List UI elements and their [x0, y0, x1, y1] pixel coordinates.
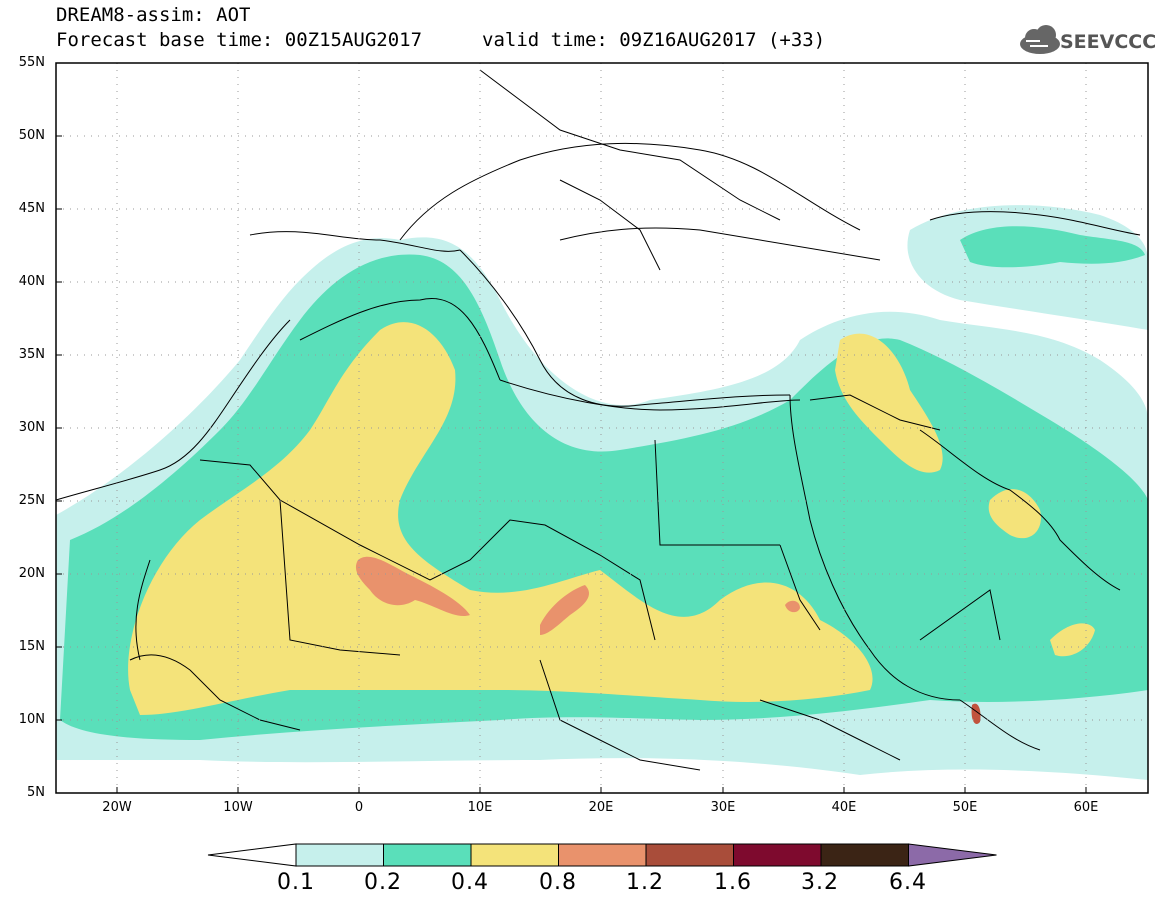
colorbar-label-0.1: 0.1 [277, 870, 315, 895]
aot-band-0.8-sudan [785, 600, 800, 613]
lat-label-5n: 5N [27, 785, 45, 800]
colorbar-swatch [733, 843, 822, 867]
country-borders [129, 69, 1001, 771]
valid-time: valid time: 09Z16AUG2017 (+33) [482, 29, 826, 51]
map-title: DREAM8-assim: AOT [56, 4, 251, 26]
lon-label-40e: 40E [831, 800, 857, 815]
cloud-icon [1020, 25, 1060, 54]
lat-label-20n: 20N [18, 566, 45, 581]
forecast-base-time: Forecast base time: 00Z15AUG2017 [56, 29, 423, 51]
aot-band-0.4-arabia [835, 333, 943, 473]
lat-label-55n: 55N [18, 55, 45, 70]
colorbar-swatch [820, 843, 909, 867]
colorbar-label-3.2: 3.2 [801, 870, 839, 895]
lon-label-20w: 20W [102, 800, 132, 815]
aot-band-0.8-somalia [971, 703, 981, 725]
aot-band-0.8-algeria [355, 556, 470, 617]
colorbar-arrow-high [908, 843, 997, 867]
colorbar-swatch [558, 843, 647, 867]
aot-band-0.4-oman [1050, 623, 1095, 657]
colorbar-label-6.4: 6.4 [889, 870, 927, 895]
lat-label-30n: 30N [18, 420, 45, 435]
lat-label-35n: 35N [18, 347, 45, 362]
colorbar-label-0.8: 0.8 [539, 870, 577, 895]
aot-band-0.8-chad [540, 585, 590, 635]
logo-text: SEEVCCC [1060, 31, 1157, 53]
colorbar-label-1.2: 1.2 [626, 870, 664, 895]
axis-ticks [56, 62, 1087, 793]
aot-band-0.4-west [128, 322, 873, 715]
colorbar-arrow-low [207, 843, 297, 867]
lon-label-60e: 60E [1073, 800, 1099, 815]
colorbar-label-1.6: 1.6 [714, 870, 752, 895]
colorbar-swatches [207, 843, 997, 867]
colorbar-swatch [470, 843, 559, 867]
colorbar-swatch [645, 843, 734, 867]
colorbar-label-0.4: 0.4 [451, 870, 489, 895]
coastlines [56, 211, 1141, 751]
lon-label-10w: 10W [223, 800, 253, 815]
colorbar-label-0.2: 0.2 [364, 870, 402, 895]
lon-label-50e: 50E [952, 800, 978, 815]
lat-label-50n: 50N [18, 128, 45, 143]
lat-label-25n: 25N [18, 493, 45, 508]
aot-band-0.2-caspian [960, 226, 1145, 268]
lon-label-10e: 10E [467, 800, 493, 815]
lon-label-30e: 30E [710, 800, 736, 815]
colorbar-swatch [295, 843, 384, 867]
colorbar-swatch [383, 843, 472, 867]
graticule [56, 63, 1148, 793]
lon-label-0: 0 [354, 800, 364, 815]
lat-label-10n: 10N [18, 712, 45, 727]
lat-label-40n: 40N [18, 274, 45, 289]
seevccc-logo [1020, 25, 1060, 54]
lat-label-15n: 15N [18, 639, 45, 654]
lon-label-20e: 20E [588, 800, 614, 815]
lat-label-45n: 45N [18, 201, 45, 216]
